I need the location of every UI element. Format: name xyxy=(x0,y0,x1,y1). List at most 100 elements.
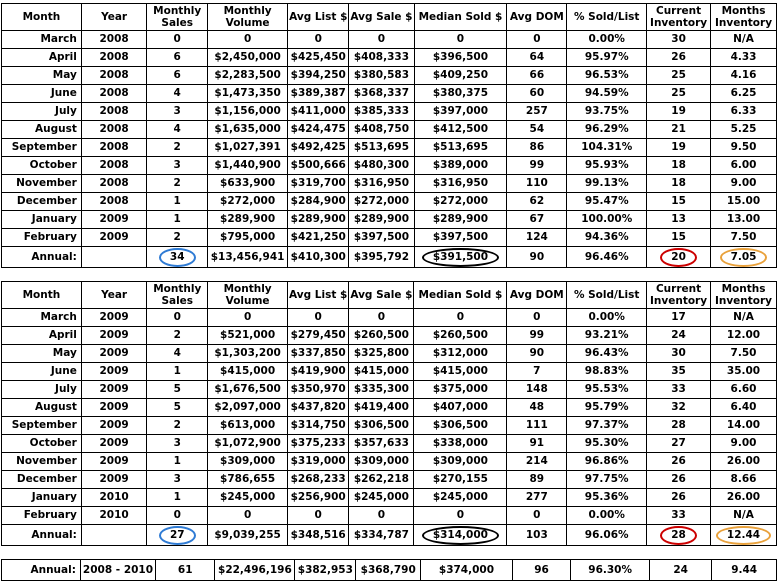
column-header: Monthly Sales xyxy=(146,281,209,309)
annual-row: Annual: 2008 - 2010 61 $22,496,196 $382,953 $… xyxy=(1,559,777,581)
table-row: April 2009 2 $521,000 $279,450 $260,500 $260,5… xyxy=(1,326,777,345)
month-cell: January xyxy=(1,488,82,507)
data-cell: 4 xyxy=(146,344,209,363)
summary-table-2008-2010: Annual: 2008 - 2010 61 $22,496,196 $382,953 $… xyxy=(1,559,777,581)
data-cell: 34 xyxy=(146,246,209,268)
table-row: May 2008 6 $2,283,500 $394,250 $380,583 $409,2… xyxy=(1,66,777,85)
data-cell: $391,500 xyxy=(413,246,508,268)
data-cell: $289,900 xyxy=(207,210,289,229)
data-cell: 96.29% xyxy=(566,120,648,139)
data-cell: 6.25 xyxy=(710,84,777,103)
data-cell: 15 xyxy=(646,192,712,211)
data-cell: $245,000 xyxy=(413,488,508,507)
data-cell: 2 xyxy=(146,228,209,247)
data-cell: 98.83% xyxy=(566,362,648,381)
data-cell: $374,000 xyxy=(420,559,513,581)
column-header: % Sold/List xyxy=(566,3,648,31)
data-cell: 2 xyxy=(146,416,209,435)
data-cell: 0.00% xyxy=(566,506,648,525)
data-cell: $521,000 xyxy=(207,326,289,345)
data-cell: 96 xyxy=(511,559,572,581)
data-cell: 4 xyxy=(146,84,209,103)
data-cell: 2008 xyxy=(80,138,148,157)
column-header: Avg List $ xyxy=(287,3,350,31)
data-cell: 93.75% xyxy=(566,102,648,121)
data-cell: 2008 xyxy=(80,174,148,193)
blue-circle-annotation: 34 xyxy=(158,247,196,267)
data-cell: 19 xyxy=(646,102,712,121)
data-cell: $319,700 xyxy=(287,174,350,193)
orange-circle-annotation: 7.05 xyxy=(719,247,768,267)
data-cell: 6.60 xyxy=(710,380,777,399)
data-cell: $306,500 xyxy=(348,416,415,435)
data-cell: 104.31% xyxy=(566,138,648,157)
data-cell: 0 xyxy=(348,506,415,525)
data-cell: $408,750 xyxy=(348,120,415,139)
column-header: Avg DOM xyxy=(506,281,568,309)
data-cell: 2008 xyxy=(80,156,148,175)
data-cell: $1,072,900 xyxy=(207,434,289,453)
table-row: April 2008 6 $2,450,000 $425,450 $408,333 $396… xyxy=(1,48,777,67)
data-cell: 6.40 xyxy=(710,398,777,417)
data-cell: $1,676,500 xyxy=(207,380,289,399)
data-cell: $2,283,500 xyxy=(207,66,289,85)
data-cell: 12.44 xyxy=(710,524,777,546)
black-circle-annotation: $391,500 xyxy=(421,247,500,267)
data-cell: 2009 xyxy=(80,362,148,381)
table-row: December 2009 3 $786,655 $268,233 $262,218 $27… xyxy=(1,470,777,489)
data-cell: $1,473,350 xyxy=(207,84,289,103)
data-cell: $397,500 xyxy=(413,228,508,247)
table-row: July 2008 3 $1,156,000 $411,000 $385,333 $397,… xyxy=(1,102,777,121)
data-cell: $319,000 xyxy=(287,452,350,471)
data-cell: $382,953 xyxy=(294,559,357,581)
data-cell: 28 xyxy=(646,416,712,435)
orange-circle-annotation: 12.44 xyxy=(715,525,772,545)
data-cell: $289,900 xyxy=(413,210,508,229)
data-cell: $309,000 xyxy=(413,452,508,471)
data-cell: $415,000 xyxy=(413,362,508,381)
data-cell: $513,695 xyxy=(413,138,508,157)
table-row: September 2009 2 $613,000 $314,750 $306,500 $3… xyxy=(1,416,777,435)
data-cell: 2 xyxy=(146,174,209,193)
column-header: Avg Sale $ xyxy=(348,3,415,31)
data-cell: 86 xyxy=(506,138,568,157)
table-row: June 2009 1 $415,000 $419,900 $415,000 $415,00… xyxy=(1,362,777,381)
data-cell: 9.00 xyxy=(710,434,777,453)
data-cell: 96.06% xyxy=(566,524,648,546)
data-cell: 2008 xyxy=(80,30,148,49)
data-cell: 2009 xyxy=(80,452,148,471)
data-cell: 2010 xyxy=(80,506,148,525)
data-cell: 18 xyxy=(646,174,712,193)
column-header: Year xyxy=(80,3,148,31)
data-cell: 214 xyxy=(506,452,568,471)
table-row: March 2008 0 0 0 0 0 0 0.00% 30 N/A xyxy=(1,30,777,49)
data-cell: 2008 xyxy=(80,84,148,103)
data-cell: $289,900 xyxy=(287,210,350,229)
month-cell: January xyxy=(1,210,82,229)
column-header: % Sold/List xyxy=(566,281,648,309)
table-row: February 2009 2 $795,000 $421,250 $397,500 $39… xyxy=(1,228,777,247)
month-cell: August xyxy=(1,120,82,139)
month-cell: October xyxy=(1,434,82,453)
data-cell: $260,500 xyxy=(413,326,508,345)
data-cell: $337,850 xyxy=(287,344,350,363)
data-cell: 90 xyxy=(506,246,568,268)
data-cell: $272,000 xyxy=(348,192,415,211)
data-cell: $407,000 xyxy=(413,398,508,417)
month-cell: February xyxy=(1,506,82,525)
data-cell: 18 xyxy=(646,156,712,175)
data-cell: 3 xyxy=(146,434,209,453)
data-cell: 67 xyxy=(506,210,568,229)
data-cell: $368,337 xyxy=(348,84,415,103)
data-cell: $795,000 xyxy=(207,228,289,247)
month-cell: March xyxy=(1,30,82,49)
data-cell: $613,000 xyxy=(207,416,289,435)
column-header: Avg Sale $ xyxy=(348,281,415,309)
data-cell: $245,000 xyxy=(207,488,289,507)
data-cell: 13 xyxy=(646,210,712,229)
data-cell: 2009 xyxy=(80,344,148,363)
table-row: February 2010 0 0 0 0 0 0 0.00% 33 N/A xyxy=(1,506,777,525)
data-cell: N/A xyxy=(710,30,777,49)
data-cell: $408,333 xyxy=(348,48,415,67)
